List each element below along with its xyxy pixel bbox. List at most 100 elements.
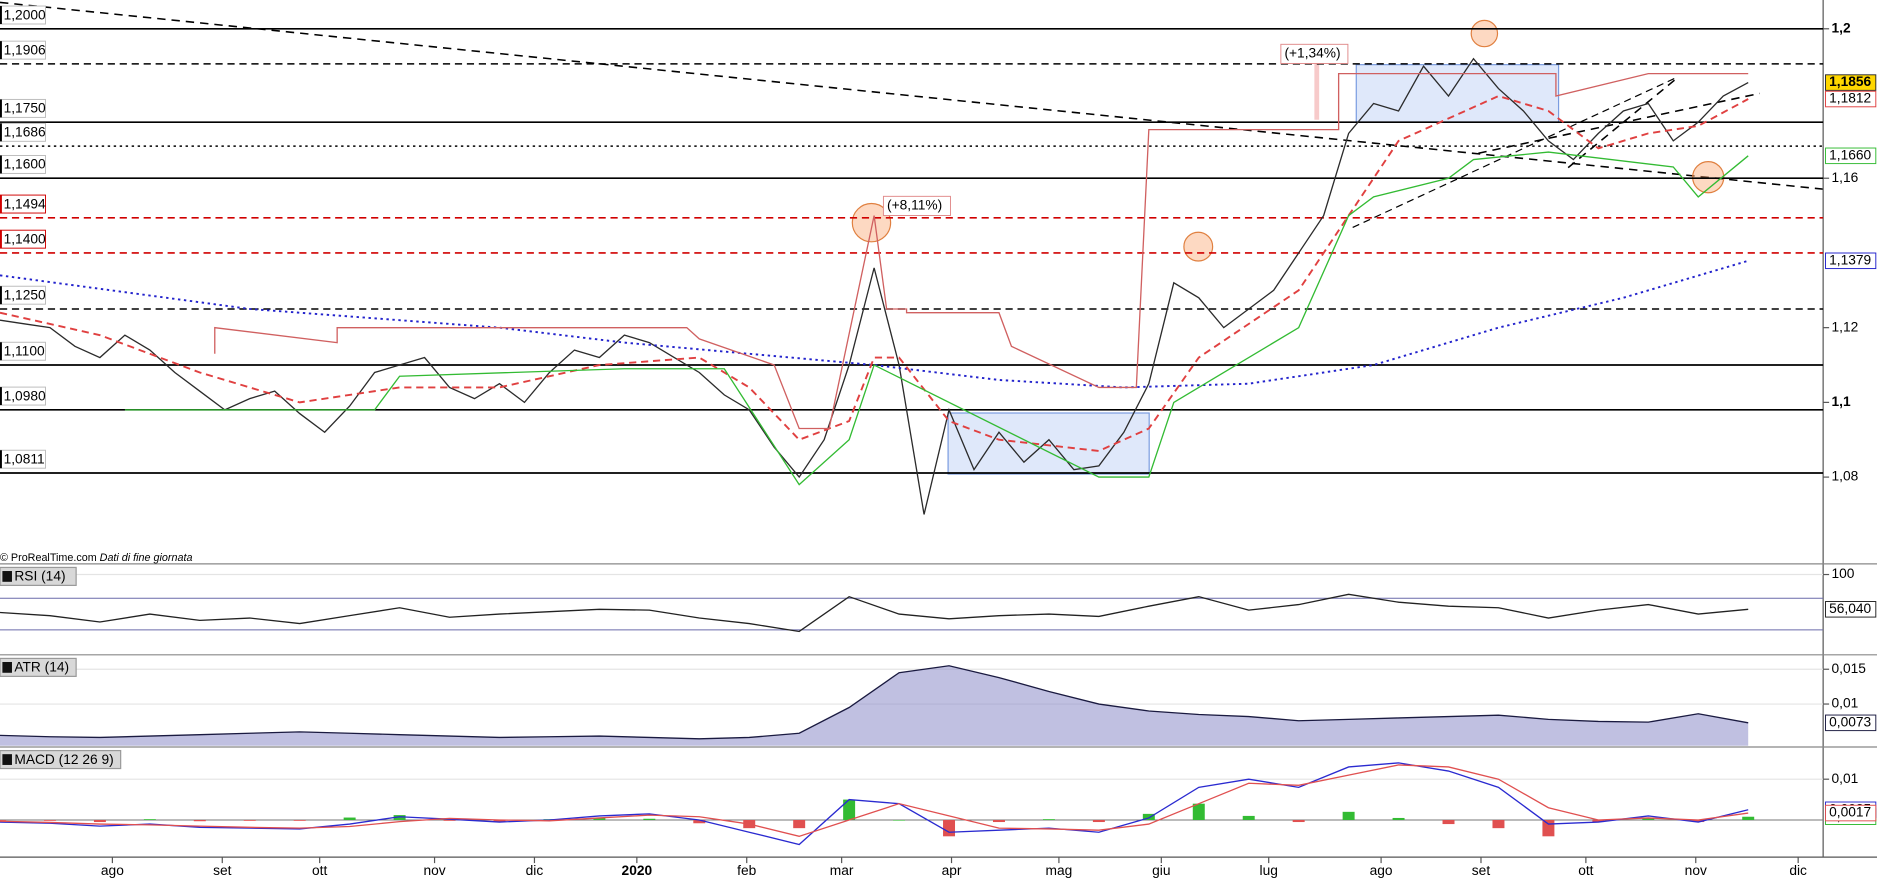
annotation-box <box>1280 43 1349 64</box>
histogram-bar <box>1692 819 1705 823</box>
level-label-box <box>0 341 46 361</box>
price-tag-label: 1,1812 <box>1829 91 1871 106</box>
x-tick-label: set <box>213 863 232 878</box>
highlight-circle <box>1692 161 1725 194</box>
histogram-bar <box>992 819 1005 823</box>
histogram-bar <box>1142 813 1155 820</box>
x-tick-label: set <box>1472 863 1491 878</box>
price-tag <box>1825 714 1877 732</box>
annotation: (+8,11%) <box>887 198 942 213</box>
x-tick-label: giu <box>1152 863 1170 878</box>
marker-bar <box>1314 62 1320 120</box>
histogram-bar <box>1092 819 1105 823</box>
price-tag <box>1825 147 1877 165</box>
level-label-box <box>0 5 46 25</box>
histogram-bar <box>443 819 456 821</box>
price-tag-label: 0,0073 <box>1829 714 1871 729</box>
level-label: 1,1250 <box>4 287 46 302</box>
level-label: 1,1100 <box>4 343 45 358</box>
histogram-bar <box>43 819 56 821</box>
price-tag-label: 56,040 <box>1829 601 1871 616</box>
histogram-bar <box>843 799 856 820</box>
source-note: Dati di fine giornata <box>100 552 193 564</box>
price-tag-label: 1,1379 <box>1829 252 1871 267</box>
level-label: 1,0980 <box>4 388 46 403</box>
y-tick-label: 1,16 <box>1832 170 1859 185</box>
histogram-bar <box>593 817 606 820</box>
y-tick-label: 1,1 <box>1832 394 1851 409</box>
x-tick-label: dic <box>526 863 544 878</box>
annotation-box <box>882 195 951 216</box>
x-tick-label: ago <box>101 863 124 878</box>
histogram-bar <box>93 819 106 823</box>
level-label-box <box>0 229 46 249</box>
histogram-bar <box>693 819 706 824</box>
histogram-bar <box>1342 811 1355 820</box>
price-tag <box>1825 74 1877 91</box>
level-label-box <box>0 154 46 174</box>
level-label: 1,1400 <box>4 231 46 246</box>
histogram-bar <box>1592 819 1605 823</box>
y-tick-label: 0,01 <box>1832 771 1859 786</box>
price-tag-label: 1,1660 <box>1829 147 1871 162</box>
histogram-bar <box>1542 819 1555 837</box>
x-tick-label: nov <box>1685 863 1707 878</box>
level-label-box <box>0 449 46 469</box>
x-tick-label: dic <box>1789 863 1807 878</box>
series-line <box>0 764 1749 838</box>
y-tick-label: 1,2 <box>1832 20 1851 35</box>
panel-title: RSI (14) <box>14 569 65 584</box>
level-label-box <box>0 285 46 305</box>
y-tick-label: 100 <box>1832 566 1855 581</box>
panel: 100 RSI (14) 56,040 <box>0 566 1877 633</box>
x-tick-label: feb <box>737 863 756 878</box>
histogram-bar <box>1492 819 1505 829</box>
series-line <box>0 665 1749 740</box>
x-tick-label: ott <box>1578 863 1593 878</box>
x-tick-label: ott <box>312 863 327 878</box>
histogram-bar <box>1642 817 1655 820</box>
panel: 0,015 0,01 ATR (14) 0,0073 <box>0 657 1877 746</box>
panel-title: MACD (12 26 9) <box>14 752 113 767</box>
histogram-bar <box>243 819 256 821</box>
level-label: 1,1600 <box>4 157 46 172</box>
level-label-box <box>0 386 46 406</box>
level-label: 1,1750 <box>4 101 46 116</box>
histogram-bar <box>793 819 806 829</box>
histogram-bar <box>493 819 506 823</box>
series-line <box>124 151 1749 486</box>
x-tick-label: mag <box>1046 863 1073 878</box>
level-label-box <box>0 122 46 142</box>
histogram-bar <box>293 819 306 821</box>
histogram-bar <box>1192 803 1205 820</box>
x-tick-label: nov <box>423 863 445 878</box>
histogram-bar <box>143 819 156 820</box>
series-line <box>0 762 1749 846</box>
panel-title-box <box>0 566 77 586</box>
panel-title-box <box>0 657 77 677</box>
highlight-circle <box>851 202 892 243</box>
histogram-bar <box>1392 817 1405 820</box>
level-label-box <box>0 40 46 60</box>
panel: 1,2 1,16 1,12 1,1 1,08 1,2000 1,1906 1,1750 1,16… <box>0 5 1877 515</box>
x-tick-label: 2020 <box>622 863 653 878</box>
series-line <box>0 95 1749 452</box>
series-line <box>214 72 1749 430</box>
level-label: 1,2000 <box>4 7 46 22</box>
histogram-bar <box>943 819 956 837</box>
series-line <box>0 593 1749 633</box>
source-name: © ProRealTime.com <box>0 552 97 564</box>
panel-title-icon <box>2 571 12 582</box>
price-tag <box>1825 601 1877 618</box>
panel-title-box <box>0 749 122 770</box>
histogram-bar <box>1292 819 1305 823</box>
price-tag <box>1825 252 1877 270</box>
y-tick-label: 0,01 <box>1832 696 1859 711</box>
y-tick-label: 0,015 <box>1832 661 1867 676</box>
histogram-bar <box>1442 819 1455 825</box>
panel-title-icon <box>2 661 12 673</box>
x-tick-label: lug <box>1260 863 1278 878</box>
